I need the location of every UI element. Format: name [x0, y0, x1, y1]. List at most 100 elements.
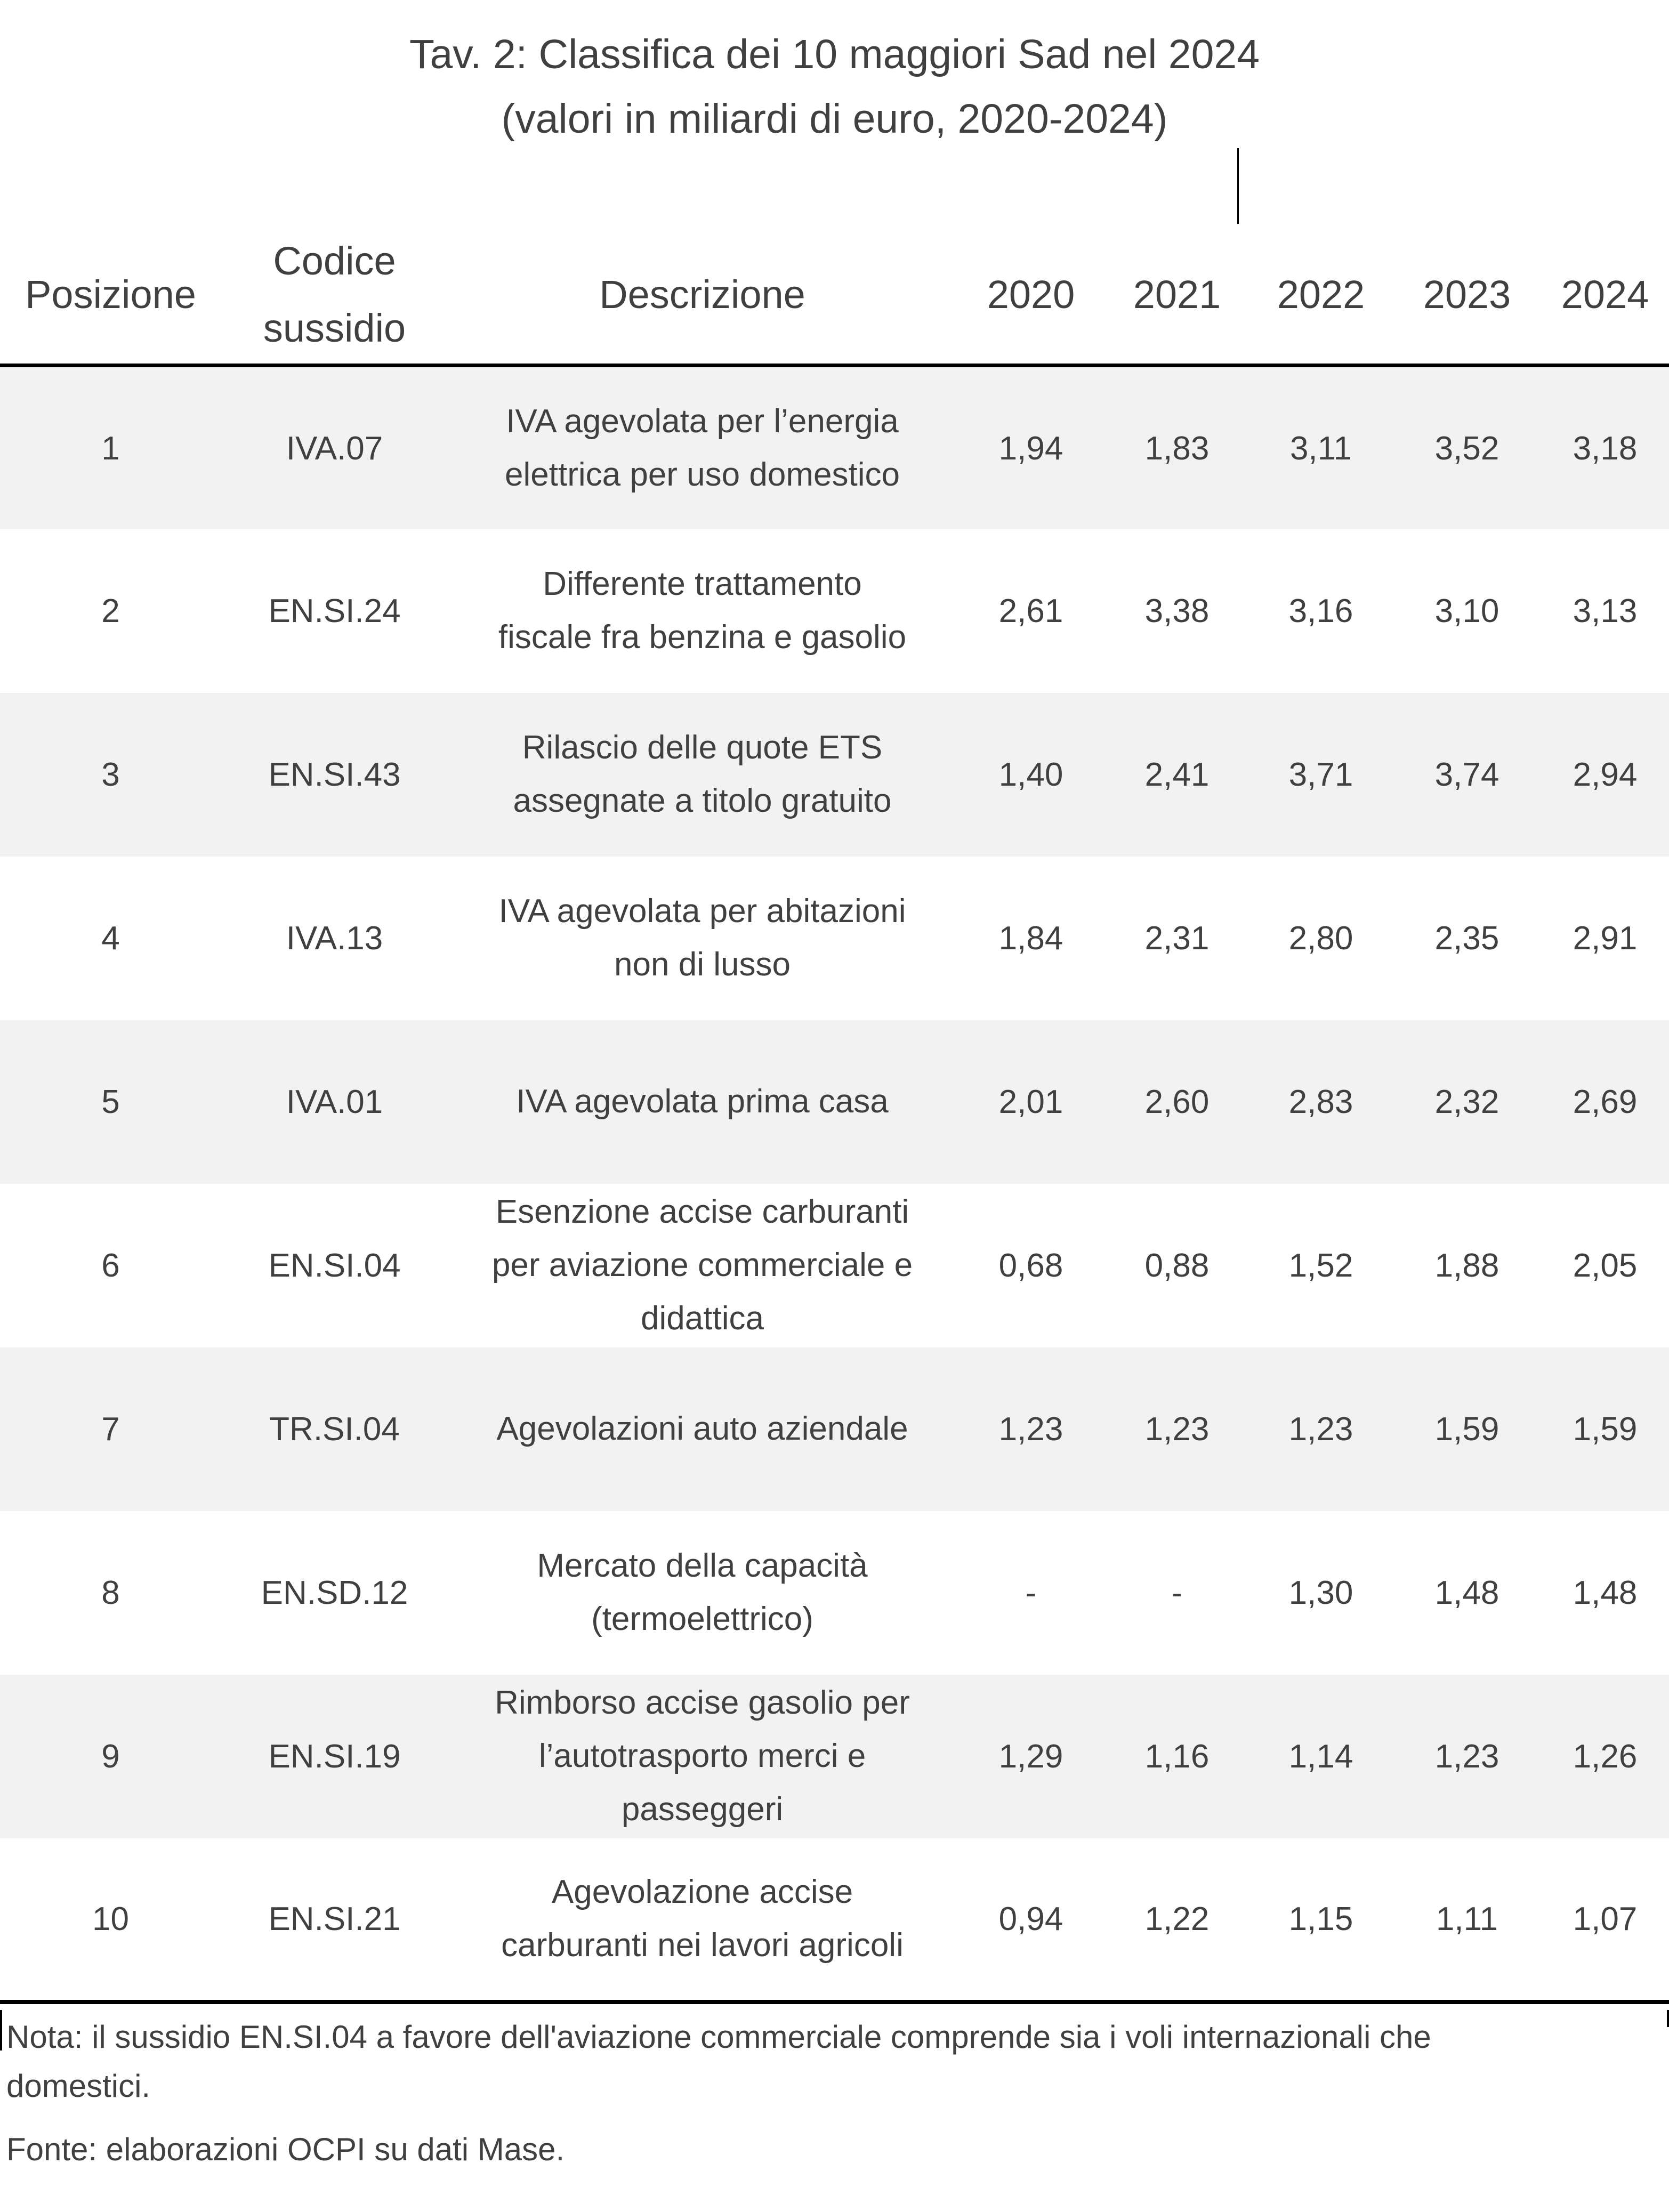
column-header: Codice sussidio: [221, 225, 448, 368]
table-row: 10 EN.SI.21 Agevolazione accise carburanti…: [0, 1838, 1669, 2002]
column-header: 2020: [957, 225, 1105, 368]
value-2023-cell: 1,88: [1434, 1247, 1499, 1284]
description-cell: Differente trattamento fiscale fra benzi…: [498, 565, 907, 656]
table-row: 6 EN.SI.04 Esenzione accise carburanti per…: [0, 1184, 1669, 1347]
column-header: Posizione: [0, 225, 221, 368]
description-cell: Agevolazioni auto aziendale: [496, 1410, 908, 1448]
value-2020-cell: 2,61: [998, 592, 1063, 629]
value-2023-cell: 1,59: [1434, 1410, 1499, 1448]
subsidy-table: Posizione Codice sussidio Descrizione 2020 2…: [0, 225, 1669, 2004]
value-2023-cell: 2,35: [1434, 919, 1499, 957]
value-2023-cell: 3,74: [1434, 756, 1499, 793]
value-2020-cell: 1,94: [998, 430, 1063, 467]
column-header: 2024: [1541, 225, 1669, 368]
position-cell: 4: [101, 919, 120, 957]
table-row: 7 TR.SI.04 Agevolazioni auto aziendale 1,23…: [0, 1347, 1669, 1511]
value-2022-cell: 3,71: [1288, 756, 1353, 793]
value-2022-cell: 1,23: [1288, 1410, 1353, 1448]
value-2023-cell: 1,48: [1434, 1574, 1499, 1611]
value-2021-cell: 1,22: [1144, 1900, 1210, 1937]
value-2021-cell: -: [1171, 1574, 1183, 1611]
table-body: 1 IVA.07 IVA agevolata per l’energia elett…: [0, 365, 1669, 2002]
position-cell: 8: [101, 1574, 120, 1611]
value-2022-cell: 3,16: [1288, 592, 1353, 629]
value-2021-cell: 2,31: [1144, 919, 1210, 957]
right-border-tick: [1667, 2010, 1669, 2027]
table-title: Tav. 2: Classifica dei 10 maggiori Sad n…: [0, 0, 1669, 151]
table-row: 8 EN.SD.12 Mercato della capacità (termoel…: [0, 1511, 1669, 1675]
table-row: 2 EN.SI.24 Differente trattamento fiscale …: [0, 529, 1669, 693]
value-2024-cell: 1,59: [1573, 1410, 1638, 1448]
position-cell: 10: [92, 1900, 129, 1937]
value-2022-cell: 2,80: [1288, 919, 1353, 957]
position-cell: 7: [101, 1410, 120, 1448]
value-2021-cell: 3,38: [1144, 592, 1210, 629]
value-2020-cell: 1,40: [998, 756, 1063, 793]
value-2020-cell: 0,68: [998, 1247, 1063, 1284]
source-text: Fonte: elaborazioni OCPI su dati Mase.: [6, 2132, 565, 2168]
description-cell: IVA agevolata per abitazioni non di luss…: [498, 892, 906, 983]
table-header: Posizione Codice sussidio Descrizione 2020 2…: [0, 225, 1669, 368]
description-cell: Mercato della capacità (termoelettrico): [537, 1547, 868, 1638]
description-cell: Agevolazione accise carburanti nei lavor…: [501, 1873, 904, 1964]
column-header: 2023: [1393, 225, 1541, 368]
description-cell: Esenzione accise carburanti per aviazion…: [491, 1193, 913, 1337]
description-cell: IVA agevolata prima casa: [516, 1083, 889, 1120]
description-cell: Rimborso accise gasolio per l’autotraspo…: [495, 1684, 910, 1828]
position-cell: 3: [101, 756, 120, 793]
code-cell: TR.SI.04: [269, 1410, 400, 1448]
value-2022-cell: 2,83: [1288, 1083, 1353, 1120]
value-2022-cell: 1,30: [1288, 1574, 1353, 1611]
value-2023-cell: 2,32: [1434, 1083, 1499, 1120]
value-2023-cell: 1,23: [1434, 1738, 1499, 1775]
description-cell: Rilascio delle quote ETS assegnate a tit…: [513, 729, 892, 820]
description-cell: IVA agevolata per l’energia elettrica pe…: [505, 402, 900, 493]
left-border-tick: [0, 2010, 2, 2050]
code-cell: EN.SI.43: [268, 756, 401, 793]
table-title-line1: Tav. 2: Classifica dei 10 maggiori Sad n…: [409, 31, 1260, 77]
value-2021-cell: 2,41: [1144, 756, 1210, 793]
position-cell: 6: [101, 1247, 120, 1284]
value-2024-cell: 1,48: [1573, 1574, 1638, 1611]
value-2020-cell: 1,23: [998, 1410, 1063, 1448]
stray-vertical-line: [1237, 148, 1239, 224]
position-cell: 1: [101, 430, 120, 467]
value-2022-cell: 1,15: [1288, 1900, 1353, 1937]
code-cell: EN.SI.24: [268, 592, 401, 629]
note-text: Nota: il sussidio EN.SI.04 a favore dell…: [6, 2019, 1431, 2104]
value-2021-cell: 2,60: [1144, 1083, 1210, 1120]
code-cell: EN.SI.19: [268, 1738, 401, 1775]
value-2021-cell: 1,16: [1144, 1738, 1210, 1775]
value-2020-cell: 1,84: [998, 919, 1063, 957]
position-cell: 2: [101, 592, 120, 629]
code-cell: IVA.13: [286, 919, 383, 957]
table-row: 5 IVA.01 IVA agevolata prima casa 2,01 2,60 2…: [0, 1020, 1669, 1184]
value-2024-cell: 2,69: [1573, 1083, 1638, 1120]
value-2024-cell: 2,91: [1573, 919, 1638, 957]
value-2021-cell: 1,23: [1144, 1410, 1210, 1448]
table-row: 3 EN.SI.43 Rilascio delle quote ETS assegn…: [0, 692, 1669, 857]
column-header: 2021: [1105, 225, 1249, 368]
code-cell: IVA.01: [286, 1083, 383, 1120]
value-2024-cell: 3,13: [1573, 592, 1638, 629]
table-title-line2: (valori in miliardi di euro, 2020-2024): [501, 95, 1168, 142]
column-header: 2022: [1249, 225, 1393, 368]
code-cell: EN.SI.04: [268, 1247, 401, 1284]
value-2021-cell: 0,88: [1144, 1247, 1210, 1284]
column-header: Descrizione: [448, 225, 957, 368]
value-2023-cell: 1,11: [1436, 1900, 1498, 1937]
value-2022-cell: 3,11: [1289, 430, 1352, 467]
value-2024-cell: 1,07: [1573, 1900, 1638, 1937]
position-cell: 5: [101, 1083, 120, 1120]
value-2023-cell: 3,10: [1434, 592, 1499, 629]
value-2020-cell: 1,29: [998, 1738, 1063, 1775]
value-2022-cell: 1,14: [1288, 1738, 1353, 1775]
table-row: 1 IVA.07 IVA agevolata per l’energia elett…: [0, 365, 1669, 529]
table-row: 9 EN.SI.19 Rimborso accise gasolio per l’a…: [0, 1674, 1669, 1838]
value-2022-cell: 1,52: [1288, 1247, 1353, 1284]
notes-section: Nota: il sussidio EN.SI.04 a favore dell…: [0, 2013, 1669, 2174]
value-2020-cell: 0,94: [998, 1900, 1063, 1937]
header-row: Posizione Codice sussidio Descrizione 2020 2…: [0, 225, 1669, 368]
value-2023-cell: 3,52: [1434, 430, 1499, 467]
